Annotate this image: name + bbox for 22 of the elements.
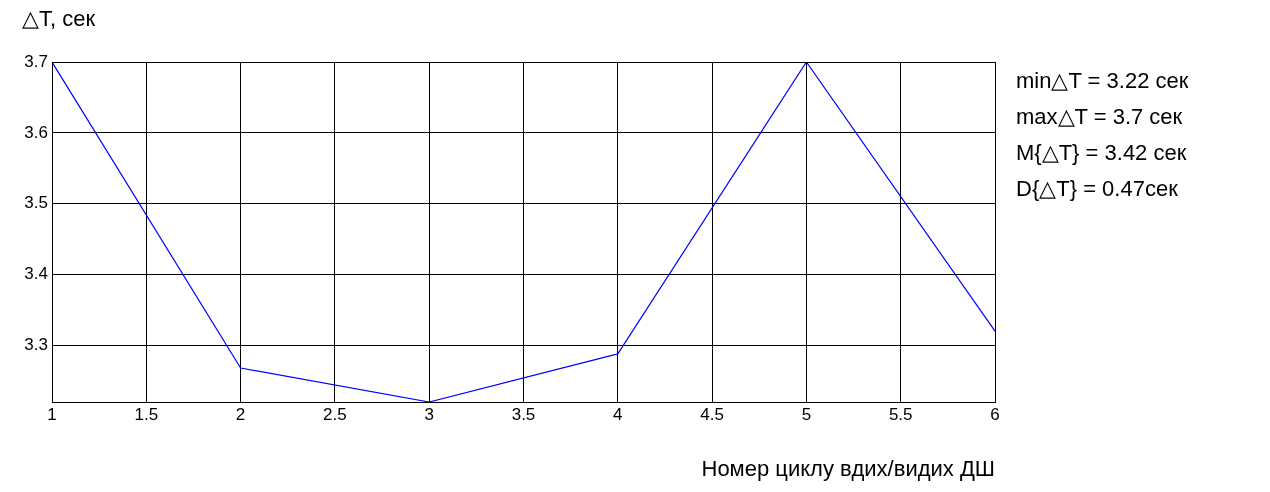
x-tick-label: 3.5 xyxy=(511,404,536,424)
x-tick-label: 1 xyxy=(47,404,57,424)
y-tick-label: 3.6 xyxy=(24,122,48,142)
x-tick-label: 4 xyxy=(613,404,623,424)
x-tick-label: 5 xyxy=(801,404,812,424)
x-tick-label: 2.5 xyxy=(323,404,347,424)
x-tick-label: 3 xyxy=(424,404,434,424)
y-tick-label: 3.7 xyxy=(24,51,48,71)
x-tick-label: 4.5 xyxy=(700,404,724,424)
text: max△T = 3.7 сек xyxy=(1016,104,1183,130)
text: M{△T} = 3.42 сек xyxy=(1016,140,1187,166)
y-tick-label: 3.5 xyxy=(24,193,48,213)
x-tick-label: 5.5 xyxy=(888,404,913,424)
x-tick-label: 6 xyxy=(990,404,1000,424)
y-tick-label: 3.3 xyxy=(24,335,48,355)
y-axis-title: △T, сек xyxy=(22,6,96,32)
x-tick-label: 1.5 xyxy=(134,404,159,424)
x-tick-label: 2 xyxy=(235,404,246,424)
text: D{△T} = 0.47сек xyxy=(1016,176,1178,202)
y-tick-label: 3.4 xyxy=(24,264,48,284)
x-axis-title: Номер циклу вдих/видих ДШ xyxy=(701,456,995,482)
text: min△T = 3.22 сек xyxy=(1016,68,1189,94)
